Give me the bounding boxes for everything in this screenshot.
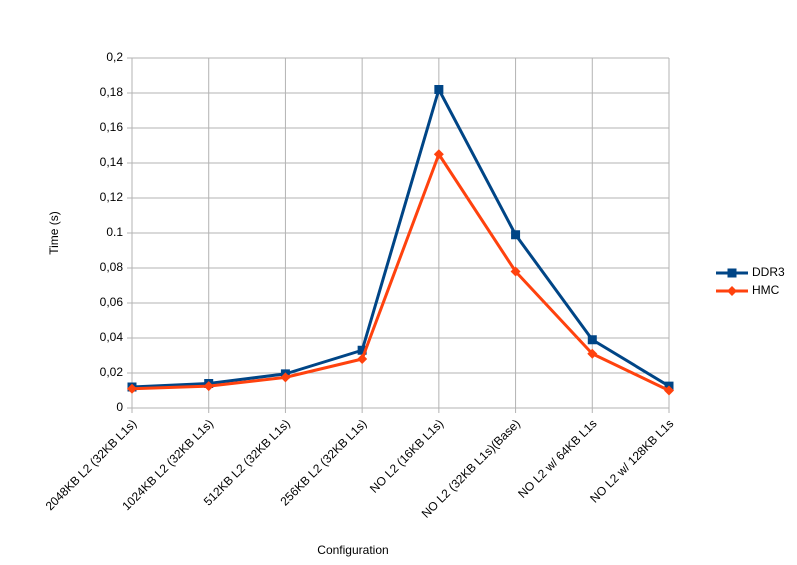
series-line <box>131 152 670 392</box>
marker <box>203 381 214 392</box>
legend-label: HMC <box>752 283 780 297</box>
y-tick-label: 0,06 <box>100 295 124 309</box>
x-tick-label: 512KB L2 (32KB L1s) <box>201 416 293 508</box>
y-tick-label: 0,16 <box>100 120 124 134</box>
y-tick-label: 0.1 <box>106 225 123 239</box>
marker <box>511 230 521 240</box>
marker <box>664 385 674 396</box>
y-tick-label: 0 <box>116 400 123 414</box>
x-tick-label: NO L2 w/ 128KB L1s <box>587 416 676 505</box>
y-tick-label: 0,14 <box>100 155 124 169</box>
y-tick-label: 0,02 <box>100 365 124 379</box>
marker <box>434 85 444 94</box>
marker <box>357 354 368 364</box>
marker <box>587 348 598 359</box>
y-tick-label: 0,08 <box>100 260 124 274</box>
marker <box>587 335 597 345</box>
marker <box>357 345 367 355</box>
x-tick-label: NO L2 (16KB L1s) <box>367 416 446 495</box>
marker <box>510 266 521 277</box>
marker <box>280 372 291 383</box>
legend-label: DDR3 <box>752 265 785 279</box>
marker <box>433 149 444 160</box>
marker <box>727 268 737 278</box>
y-tick-label: 0,12 <box>100 190 124 204</box>
x-tick-label: 256KB L2 (32KB L1s) <box>278 416 370 508</box>
y-axis-title: Time (s) <box>47 211 61 255</box>
series-line <box>131 88 670 389</box>
x-axis-title: Configuration <box>317 543 388 557</box>
marker <box>727 286 737 296</box>
y-tick-label: 0,04 <box>100 330 124 344</box>
y-tick-label: 0,18 <box>100 85 124 99</box>
marker <box>127 383 137 394</box>
y-tick-label: 0,2 <box>106 50 123 64</box>
x-tick-label: NO L2 w/ 64KB L1s <box>515 416 599 500</box>
